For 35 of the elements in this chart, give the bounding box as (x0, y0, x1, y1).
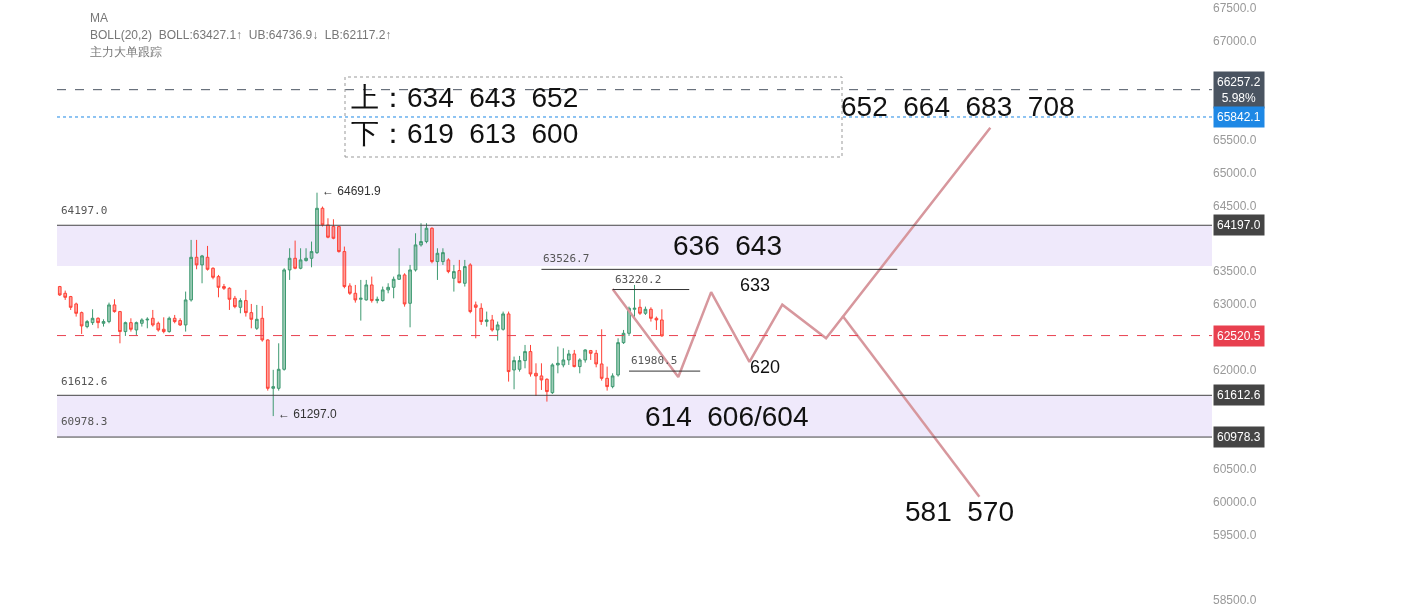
ref-line-label: 65842.1 (1217, 110, 1261, 124)
annotation: 上：634 643 652 下：619 613 600 (351, 82, 579, 150)
annotation: 581 570 (905, 496, 1014, 527)
ref-line-label: 60978.3 (1217, 430, 1261, 444)
y-tick-label: 65500.0 (1213, 132, 1257, 147)
series-label: 63526.7 (543, 252, 590, 265)
y-tick-label: 60500.0 (1213, 461, 1257, 476)
y-tick-label: 60000.0 (1213, 494, 1257, 509)
y-tick-label: 59500.0 (1213, 527, 1257, 542)
y-tick-label: 63500.0 (1213, 264, 1257, 279)
y-tick-label: 62000.0 (1213, 363, 1257, 378)
annotation: 633 (740, 275, 771, 295)
annotation: 61612.6 (61, 375, 108, 388)
ref-line-label: 61612.6 (1217, 388, 1261, 402)
band-label: 614 606/604 (645, 401, 809, 432)
annotation: ← 61297.0 (278, 407, 338, 421)
annotation: 652 664 683 708 (841, 91, 1075, 122)
annotation: 60978.3 (61, 415, 108, 428)
annotation: ← 64691.9 (322, 184, 382, 198)
band-label: 636 643 (673, 230, 782, 261)
ref-line-label: 64197.0 (1217, 218, 1261, 232)
annotation: MA (90, 11, 108, 25)
annotation: BOLL(20,2) BOLL:63427.1↑ UB:64736.9↓ LB:62117.2↑ (90, 28, 392, 42)
y-tick-label: 65000.0 (1213, 165, 1257, 180)
ref-line-label: 62520.5 (1217, 329, 1261, 343)
y-tick-label: 67000.0 (1213, 34, 1257, 48)
annotation: 620 (750, 357, 781, 377)
y-tick-label: 58500.0 (1213, 593, 1257, 608)
ref-line-label: 66257.2 5.98% (1217, 75, 1261, 105)
annotation: 64197.0 (61, 204, 108, 217)
annotation: 主力大单跟踪 (90, 45, 162, 59)
y-tick-label: 64500.0 (1213, 198, 1257, 213)
y-tick-label: 63000.0 (1213, 297, 1257, 312)
series-label: 63220.2 (615, 273, 662, 286)
y-tick-label: 67500.0 (1213, 1, 1257, 16)
